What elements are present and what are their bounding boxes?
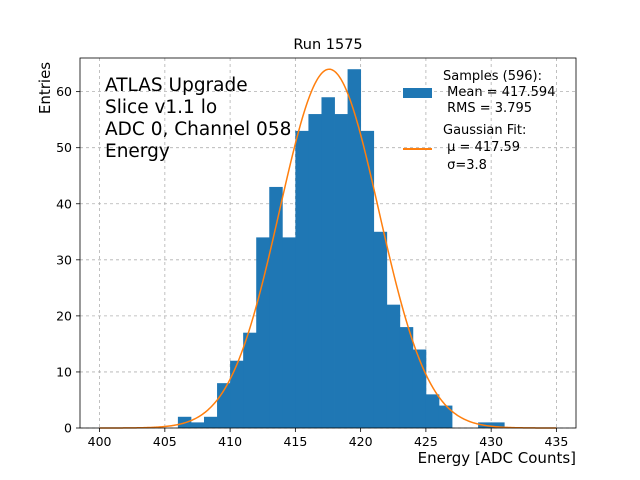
annotation-line: Slice v1.1 lo — [105, 97, 217, 118]
y-tick-label: 10 — [56, 364, 72, 379]
histogram-bar — [308, 114, 322, 428]
legend-fit-label: Gaussian Fit: — [443, 123, 526, 138]
annotation-line: ADC 0, Channel 058 — [105, 119, 291, 140]
histogram-bar — [204, 416, 218, 428]
histogram-bar — [386, 304, 401, 428]
gaussian-fit-curve — [99, 68, 557, 429]
axes-frame — [79, 57, 577, 429]
x-tick-label: 430 — [479, 434, 503, 449]
histogram-bar — [230, 360, 244, 428]
annotation-line: Energy — [105, 141, 170, 162]
legend-fit-sigma: σ=3.8 — [443, 158, 487, 173]
x-axis-ticks: 400 405 410 415 420 425 430 435 — [88, 428, 568, 449]
y-tick-label: 50 — [56, 140, 72, 155]
y-tick-label: 30 — [56, 252, 72, 267]
y-axis-ticks: 0 10 20 30 40 50 60 — [56, 84, 80, 436]
histogram-bar — [425, 394, 440, 428]
histogram-bar — [373, 231, 388, 428]
histogram-bar — [269, 186, 283, 428]
histogram-bar — [282, 237, 296, 428]
chart-title: Run 1575 — [293, 37, 362, 53]
histogram-bar — [243, 332, 257, 428]
legend-fit-mu: μ = 417.59 — [443, 140, 520, 155]
legend: Samples (596): Mean = 417.594 RMS = 3.79… — [403, 69, 555, 173]
y-tick-label: 20 — [56, 308, 72, 323]
histogram-bar — [190, 422, 205, 428]
x-tick-label: 415 — [283, 434, 307, 449]
histogram-bar — [321, 97, 335, 428]
legend-samples-swatch — [403, 88, 432, 98]
histogram-bar — [347, 69, 362, 428]
histogram-bar — [399, 327, 414, 428]
x-tick-label: 420 — [349, 434, 373, 449]
histogram-bar — [295, 130, 309, 428]
legend-samples-mean: Mean = 417.594 — [443, 85, 555, 100]
y-tick-label: 60 — [56, 84, 72, 99]
annotation-line: ATLAS Upgrade — [105, 75, 248, 96]
legend-samples-label: Samples (596): — [443, 69, 542, 84]
x-tick-label: 400 — [88, 434, 112, 449]
y-tick-label: 0 — [64, 421, 72, 436]
x-tick-label: 435 — [544, 434, 568, 449]
x-tick-label: 405 — [153, 434, 177, 449]
x-axis-label: Energy [ADC Counts] — [418, 449, 576, 467]
y-axis-label: Entries — [36, 62, 54, 114]
histogram-bar — [438, 405, 453, 428]
histogram-bar — [360, 130, 375, 428]
x-tick-label: 410 — [218, 434, 242, 449]
x-tick-label: 425 — [414, 434, 438, 449]
histogram-bar — [491, 422, 505, 428]
histogram-bar — [334, 114, 348, 428]
histogram-bars — [177, 69, 505, 428]
y-tick-label: 40 — [56, 196, 72, 211]
histogram-bar — [256, 237, 270, 428]
atlas-annotation: ATLAS Upgrade Slice v1.1 lo ADC 0, Chann… — [105, 75, 291, 162]
legend-samples-rms: RMS = 3.795 — [443, 101, 532, 116]
